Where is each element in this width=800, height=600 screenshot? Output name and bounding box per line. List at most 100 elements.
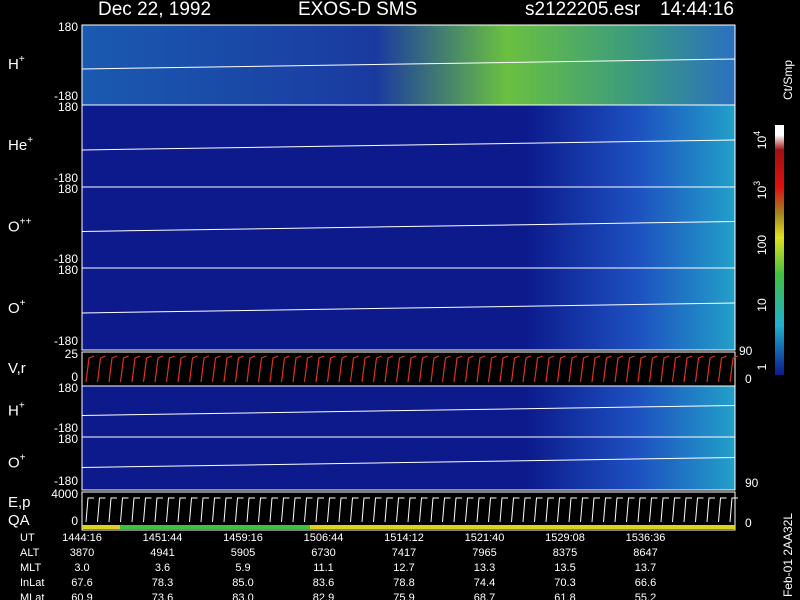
trace: [533, 355, 543, 383]
trace: [556, 355, 566, 383]
cell: 5905: [231, 547, 255, 559]
cell: 55.2: [635, 592, 656, 600]
instrument: EXOS-D SMS: [298, 0, 417, 20]
trace: [223, 355, 233, 383]
date: Dec 22, 1992: [98, 0, 211, 20]
cell: 11.1: [313, 562, 334, 574]
cell: 1451:44: [143, 532, 183, 544]
trace: [188, 355, 198, 383]
trace: [85, 497, 94, 523]
trace: [464, 355, 474, 383]
trace: [729, 497, 738, 523]
colorbar-label: 1: [755, 363, 769, 370]
panel: [81, 436, 736, 491]
trace: [499, 355, 509, 383]
cell: 82.9: [313, 592, 334, 600]
trace: [326, 355, 336, 383]
cell: 13.7: [635, 562, 656, 574]
trace: [303, 355, 313, 383]
tick-label: -180: [54, 252, 78, 266]
row-label: UT: [20, 532, 35, 544]
trace: [85, 355, 95, 383]
trace: [177, 497, 186, 523]
trace: [603, 497, 612, 523]
trace: [81, 58, 736, 70]
trace: [476, 355, 486, 383]
trace: [407, 355, 417, 383]
species: H: [8, 56, 19, 73]
cell: 78.8: [393, 577, 414, 589]
trace: [96, 355, 106, 383]
base: 10: [755, 186, 769, 200]
panel-label: V,r: [8, 360, 26, 377]
cell: 1529:08: [545, 532, 585, 544]
trace: [154, 355, 164, 383]
trace: [327, 497, 336, 523]
tick-label: -180: [54, 421, 78, 435]
trace: [143, 497, 152, 523]
trace: [142, 355, 152, 383]
tick-label: -180: [54, 171, 78, 185]
trace: [487, 355, 497, 383]
cell: 1459:16: [223, 532, 263, 544]
exp: 4: [752, 131, 762, 136]
trace: [660, 355, 670, 383]
trace: [269, 355, 279, 383]
exp: 3: [752, 181, 762, 186]
trace: [706, 355, 716, 383]
trace: [729, 355, 739, 383]
trace: [476, 497, 485, 523]
trace: [349, 355, 359, 383]
trace: [361, 497, 370, 523]
trace: [395, 355, 405, 383]
trace: [694, 355, 704, 383]
tick-label: 4000: [51, 487, 78, 501]
cell: 7417: [392, 547, 416, 559]
trace: [258, 497, 267, 523]
trace: [154, 497, 163, 523]
trace: [81, 221, 736, 232]
trace: [453, 355, 463, 383]
tick-label: -180: [54, 334, 78, 348]
trace: [614, 355, 624, 383]
color-bar: [775, 125, 784, 375]
trace: [683, 497, 692, 523]
trace: [499, 497, 508, 523]
trace: [120, 497, 129, 523]
panel: [81, 267, 736, 351]
trace: [269, 497, 278, 523]
trace: [418, 355, 428, 383]
panel-label: He+: [8, 135, 33, 154]
trace: [81, 457, 736, 468]
qa-bar: [120, 525, 310, 529]
trace: [235, 497, 244, 523]
cell: 3.0: [74, 562, 89, 574]
trace: [234, 355, 244, 383]
tick-label: 0: [745, 516, 752, 530]
trace: [488, 497, 497, 523]
trace: [396, 497, 405, 523]
trace: [637, 497, 646, 523]
cell: 60.9: [71, 592, 92, 600]
trace: [671, 355, 681, 383]
colorbar-label: 10: [755, 298, 769, 312]
cell: 68.7: [474, 592, 495, 600]
panel-label: E,p: [8, 494, 31, 511]
cell: 67.6: [71, 577, 92, 589]
trace: [189, 497, 198, 523]
trace: [430, 497, 439, 523]
cell: 8375: [553, 547, 577, 559]
tick-label: 180: [58, 182, 78, 196]
row-label: ALT: [20, 547, 40, 559]
cell: 12.7: [393, 562, 414, 574]
trace: [246, 355, 256, 383]
trace: [648, 355, 658, 383]
tick-label: 0: [71, 370, 78, 384]
trace: [373, 497, 382, 523]
cell: 1444:16: [62, 532, 102, 544]
charge: ++: [20, 217, 32, 228]
trace: [522, 497, 531, 523]
cell: 4941: [150, 547, 174, 559]
trace: [591, 355, 601, 383]
trace: [706, 497, 715, 523]
